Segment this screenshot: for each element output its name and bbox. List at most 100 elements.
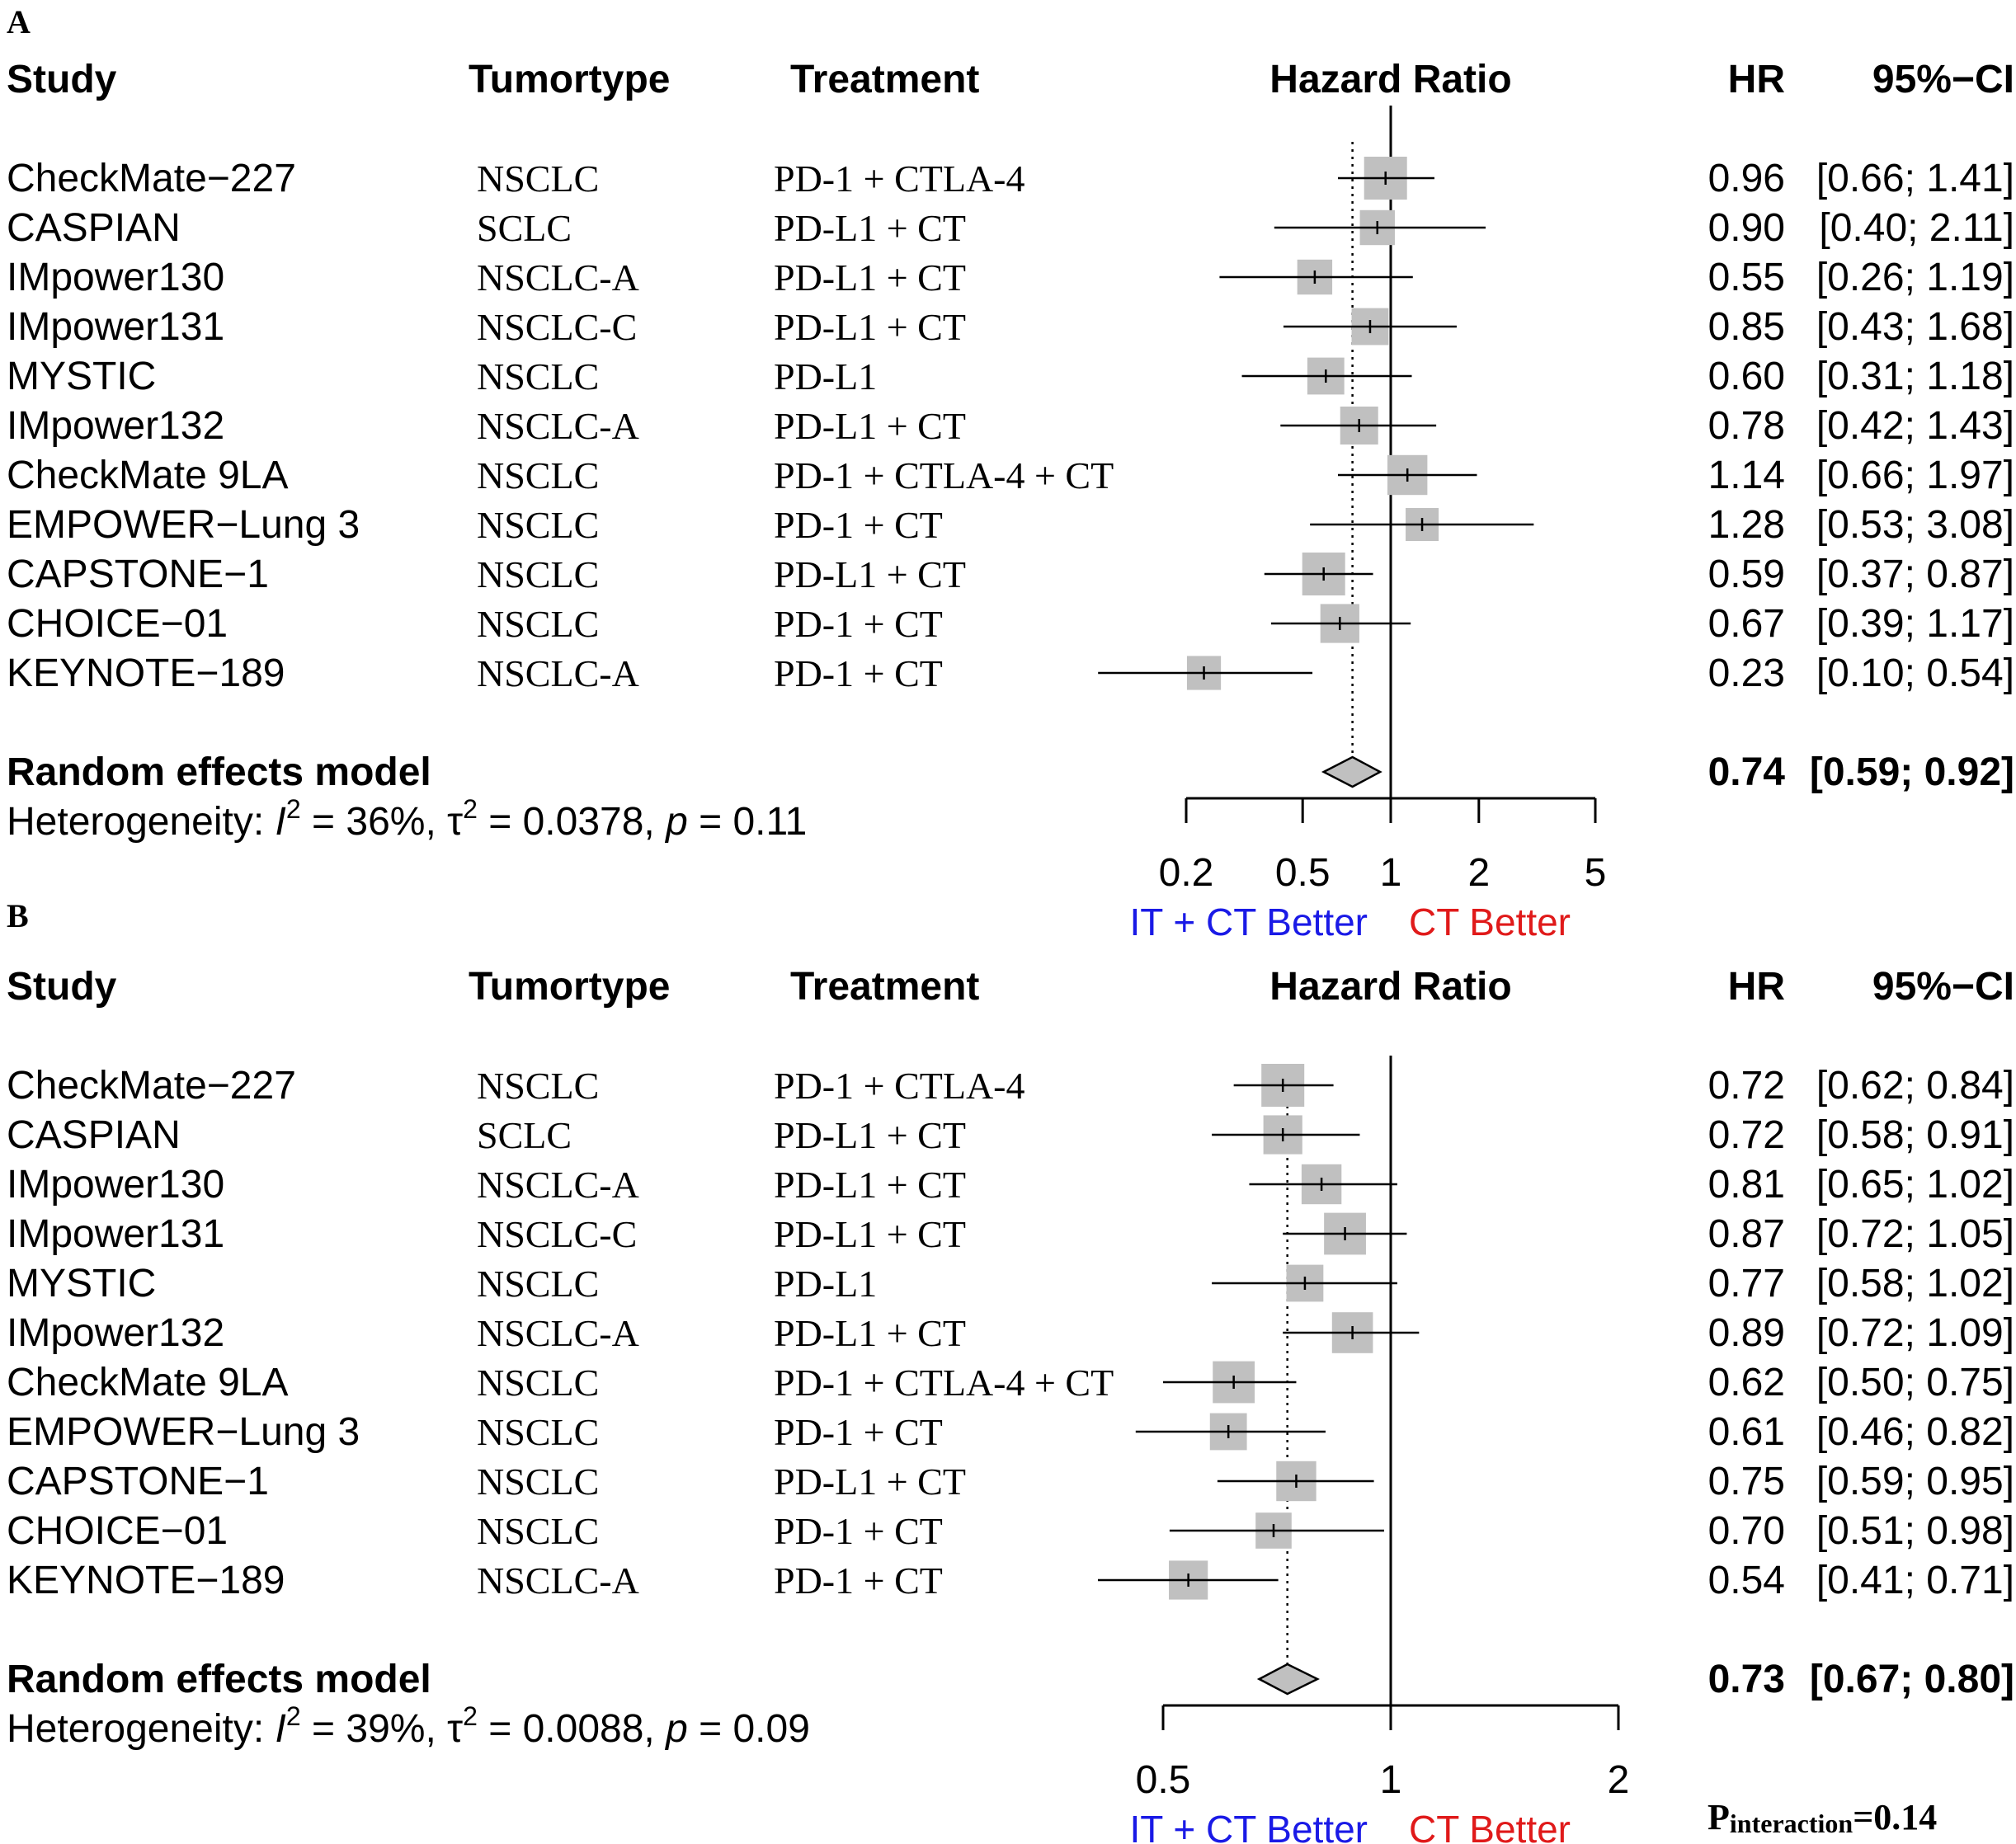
- ci-value: [0.53; 3.08]: [1816, 503, 2014, 547]
- heterogeneity-text: Heterogeneity: I2 = 39%, τ2 = 0.0088, p …: [7, 1701, 810, 1751]
- study-name: CheckMate 9LA: [7, 454, 289, 497]
- treatment-cell: PD-L1: [774, 355, 877, 397]
- x-axis-tick-label: 0.5: [1136, 1758, 1191, 1802]
- summary-ci-value: [0.67; 0.80]: [1810, 1658, 2014, 1701]
- favor-left-label: IT + CT Better: [1130, 901, 1368, 943]
- tumortype-cell: NSCLC-A: [477, 652, 639, 694]
- ci-value: [0.66; 1.41]: [1816, 157, 2014, 200]
- header-hazard-ratio: Hazard Ratio: [1269, 965, 1511, 1009]
- ci-value: [0.72; 1.09]: [1816, 1311, 2014, 1355]
- treatment-cell: PD-1 + CTLA-4 + CT: [774, 1362, 1114, 1404]
- heterogeneity-part: 2: [463, 794, 478, 824]
- ci-value: [0.50; 0.75]: [1816, 1361, 2014, 1404]
- study-name: CAPSTONE−1: [7, 553, 269, 596]
- x-axis-tick-label: 1: [1380, 851, 1402, 895]
- header-ci: 95%−CI: [1872, 965, 2014, 1009]
- tumortype-cell: SCLC: [477, 207, 572, 249]
- heterogeneity-part: = 0.0088,: [478, 1707, 666, 1751]
- treatment-cell: PD-1 + CTLA-4: [774, 1065, 1024, 1107]
- hr-value: 0.62: [1708, 1361, 1785, 1404]
- treatment-cell: PD-1 + CT: [774, 504, 943, 546]
- panel-letter: B: [7, 897, 29, 934]
- heterogeneity-part: Heterogeneity:: [7, 1707, 276, 1751]
- study-name: CheckMate 9LA: [7, 1361, 289, 1404]
- ci-value: [0.58; 0.91]: [1816, 1113, 2014, 1157]
- p-interaction-label: Pinteraction=0.14: [1707, 1797, 1937, 1838]
- hr-value: 0.87: [1708, 1212, 1785, 1256]
- tumortype-cell: NSCLC: [477, 454, 599, 496]
- hr-value: 0.75: [1708, 1460, 1785, 1503]
- study-name: CHOICE−01: [7, 602, 228, 646]
- header-tumortype: Tumortype: [469, 965, 670, 1009]
- x-axis-tick-label: 2: [1467, 851, 1490, 895]
- summary-label: Random effects model: [7, 750, 431, 794]
- hr-value: 0.67: [1708, 602, 1785, 646]
- treatment-cell: PD-L1 + CT: [774, 1312, 966, 1354]
- heterogeneity-part: 2: [286, 794, 301, 824]
- hr-value: 0.54: [1708, 1559, 1785, 1602]
- summary-hr-value: 0.74: [1708, 750, 1786, 794]
- heterogeneity-part: Heterogeneity:: [7, 800, 276, 844]
- hr-value: 0.78: [1708, 404, 1785, 448]
- hr-value: 0.72: [1708, 1064, 1785, 1108]
- hr-value: 0.77: [1708, 1262, 1785, 1305]
- study-name: IMpower131: [7, 305, 224, 349]
- hr-value: 0.85: [1708, 305, 1785, 349]
- summary-label: Random effects model: [7, 1658, 431, 1701]
- tumortype-cell: NSCLC: [477, 553, 599, 595]
- summary-diamond: [1321, 755, 1382, 788]
- treatment-cell: PD-1 + CT: [774, 1510, 943, 1552]
- header-treatment: Treatment: [790, 965, 979, 1009]
- heterogeneity-part: = 0.0378,: [478, 800, 666, 844]
- study-name: CheckMate−227: [7, 1064, 296, 1108]
- hr-value: 0.60: [1708, 355, 1785, 398]
- favor-right-label: CT Better: [1409, 901, 1571, 943]
- x-axis-tick-label: 1: [1380, 1758, 1402, 1802]
- ci-value: [0.10; 0.54]: [1816, 652, 2014, 695]
- header-study: Study: [7, 58, 117, 101]
- hr-value: 0.81: [1708, 1163, 1785, 1207]
- tumortype-cell: NSCLC: [477, 504, 599, 546]
- treatment-cell: PD-1 + CTLA-4 + CT: [774, 454, 1114, 496]
- favor-left-label: IT + CT Better: [1130, 1808, 1368, 1844]
- x-axis-tick-label: 5: [1585, 851, 1607, 895]
- hr-value: 0.96: [1708, 157, 1785, 200]
- heterogeneity-part: = 0.11: [688, 800, 808, 844]
- ci-value: [0.72; 1.05]: [1816, 1212, 2014, 1256]
- hr-value: 0.90: [1708, 206, 1785, 250]
- heterogeneity-part: = 39%,: [301, 1707, 447, 1751]
- tumortype-cell: NSCLC: [477, 603, 599, 645]
- ci-value: [0.65; 1.02]: [1816, 1163, 2014, 1207]
- treatment-cell: PD-1 + CT: [774, 652, 943, 694]
- hr-value: 0.23: [1708, 652, 1785, 695]
- ci-value: [0.59; 0.95]: [1816, 1460, 2014, 1503]
- heterogeneity-part: I: [276, 800, 286, 844]
- tumortype-cell: NSCLC-A: [477, 256, 639, 299]
- hr-value: 0.61: [1708, 1410, 1785, 1454]
- study-name: IMpower131: [7, 1212, 224, 1256]
- ci-value: [0.40; 2.11]: [1819, 206, 2014, 250]
- treatment-cell: PD-1 + CT: [774, 1411, 943, 1453]
- tumortype-cell: NSCLC-A: [477, 405, 639, 447]
- panel-b: B Study Tumortype Treatment Hazard Ratio HR 95…: [7, 897, 2014, 1844]
- hr-value: 1.28: [1708, 503, 1785, 547]
- header-ci: 95%−CI: [1872, 58, 2014, 101]
- tumortype-cell: NSCLC-C: [477, 306, 637, 348]
- heterogeneity-part: = 0.09: [688, 1707, 810, 1751]
- heterogeneity-part: p: [664, 1707, 688, 1751]
- ci-value: [0.37; 0.87]: [1816, 553, 2014, 596]
- heterogeneity-part: 2: [463, 1701, 478, 1731]
- ci-value: [0.43; 1.68]: [1816, 305, 2014, 349]
- x-axis-tick-label: 0.5: [1275, 851, 1331, 895]
- study-name: MYSTIC: [7, 355, 156, 398]
- study-name: KEYNOTE−189: [7, 1559, 285, 1602]
- ci-value: [0.46; 0.82]: [1816, 1410, 2014, 1454]
- study-name: CHOICE−01: [7, 1509, 228, 1553]
- treatment-cell: PD-L1 + CT: [774, 553, 966, 595]
- tumortype-cell: NSCLC: [477, 1362, 599, 1404]
- header-study: Study: [7, 965, 117, 1009]
- hr-value: 1.14: [1708, 454, 1785, 497]
- ci-value: [0.31; 1.18]: [1816, 355, 2014, 398]
- hr-value: 0.70: [1708, 1509, 1785, 1553]
